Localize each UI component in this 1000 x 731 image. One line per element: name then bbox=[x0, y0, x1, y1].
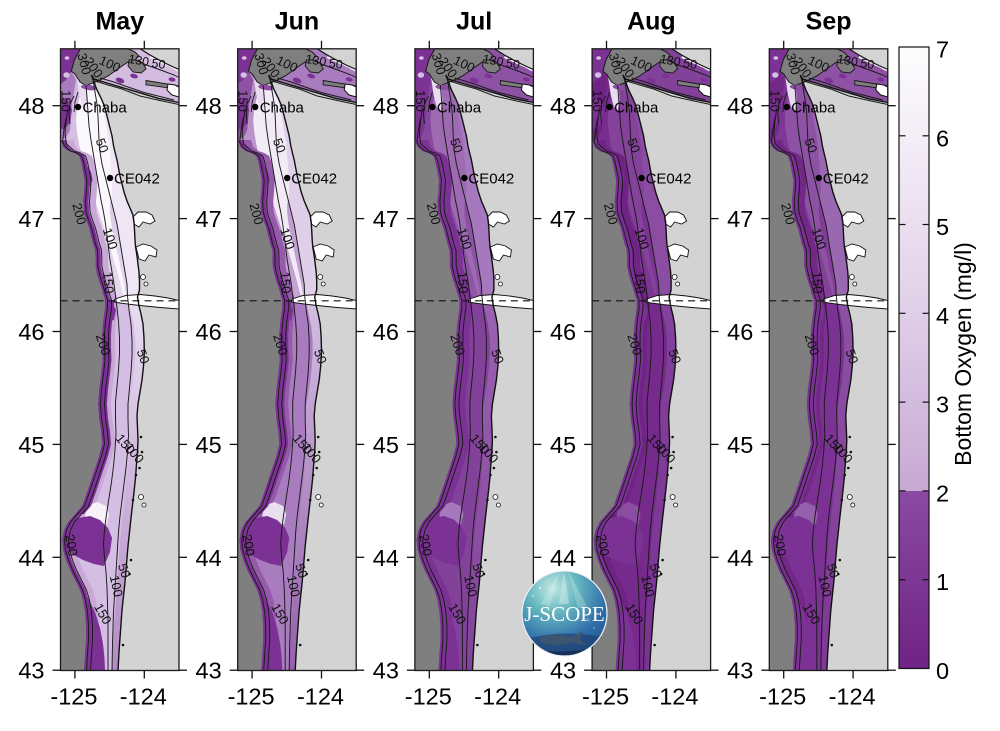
svg-text:-124: -124 bbox=[651, 684, 698, 710]
svg-text:47: 47 bbox=[373, 206, 399, 232]
svg-text:-124: -124 bbox=[120, 684, 167, 710]
svg-text:J-SCOPE: J-SCOPE bbox=[524, 602, 605, 626]
svg-text:Jul: Jul bbox=[456, 8, 492, 36]
svg-text:-125: -125 bbox=[228, 684, 275, 710]
svg-text:46: 46 bbox=[18, 319, 44, 345]
svg-text:2: 2 bbox=[936, 480, 949, 506]
svg-text:45: 45 bbox=[196, 432, 222, 458]
svg-text:45: 45 bbox=[727, 432, 753, 458]
svg-text:-125: -125 bbox=[582, 684, 629, 710]
svg-text:5: 5 bbox=[936, 214, 949, 240]
svg-text:47: 47 bbox=[196, 206, 222, 232]
svg-text:48: 48 bbox=[727, 93, 753, 119]
svg-text:47: 47 bbox=[727, 206, 753, 232]
svg-text:6: 6 bbox=[936, 125, 949, 151]
svg-text:46: 46 bbox=[373, 319, 399, 345]
svg-text:45: 45 bbox=[550, 432, 576, 458]
svg-text:47: 47 bbox=[550, 206, 576, 232]
svg-text:Sep: Sep bbox=[806, 8, 852, 36]
svg-text:48: 48 bbox=[373, 93, 399, 119]
svg-text:47: 47 bbox=[18, 206, 44, 232]
svg-text:43: 43 bbox=[727, 658, 753, 684]
svg-text:1: 1 bbox=[936, 569, 949, 595]
svg-text:-125: -125 bbox=[405, 684, 452, 710]
svg-text:45: 45 bbox=[18, 432, 44, 458]
svg-text:-125: -125 bbox=[50, 684, 97, 710]
svg-text:4: 4 bbox=[936, 303, 949, 329]
svg-text:Aug: Aug bbox=[627, 8, 676, 36]
svg-text:44: 44 bbox=[727, 545, 753, 571]
svg-text:44: 44 bbox=[196, 545, 222, 571]
svg-text:43: 43 bbox=[373, 658, 399, 684]
svg-text:-125: -125 bbox=[759, 684, 806, 710]
svg-text:-124: -124 bbox=[829, 684, 876, 710]
svg-text:48: 48 bbox=[550, 93, 576, 119]
svg-text:43: 43 bbox=[18, 658, 44, 684]
svg-text:44: 44 bbox=[373, 545, 399, 571]
svg-text:Bottom Oxygen (mg/l): Bottom Oxygen (mg/l) bbox=[950, 242, 976, 466]
svg-text:3: 3 bbox=[936, 392, 949, 418]
svg-text:48: 48 bbox=[18, 93, 44, 119]
svg-text:0: 0 bbox=[936, 658, 949, 684]
svg-text:-124: -124 bbox=[474, 684, 521, 710]
svg-text:-124: -124 bbox=[297, 684, 344, 710]
svg-text:46: 46 bbox=[196, 319, 222, 345]
svg-text:43: 43 bbox=[196, 658, 222, 684]
svg-text:48: 48 bbox=[196, 93, 222, 119]
svg-text:46: 46 bbox=[727, 319, 753, 345]
svg-text:43: 43 bbox=[550, 658, 576, 684]
svg-text:44: 44 bbox=[550, 545, 576, 571]
svg-text:Jun: Jun bbox=[275, 8, 319, 36]
svg-text:44: 44 bbox=[18, 545, 44, 571]
svg-text:45: 45 bbox=[373, 432, 399, 458]
svg-text:7: 7 bbox=[936, 37, 949, 63]
svg-text:46: 46 bbox=[550, 319, 576, 345]
svg-text:May: May bbox=[95, 8, 144, 36]
